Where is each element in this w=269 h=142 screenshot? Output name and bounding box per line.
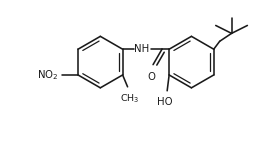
Text: NO$_2$: NO$_2$: [37, 68, 58, 82]
Text: O: O: [147, 72, 155, 82]
Text: HO: HO: [157, 97, 173, 107]
Text: CH$_3$: CH$_3$: [120, 93, 139, 105]
Text: NH: NH: [134, 44, 150, 54]
